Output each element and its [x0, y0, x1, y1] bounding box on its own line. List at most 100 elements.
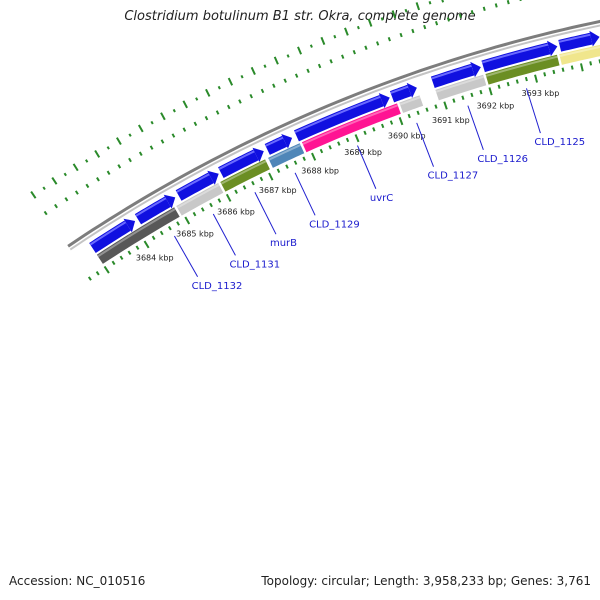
forward-gene[interactable] — [389, 84, 412, 103]
inner-major-tick — [143, 240, 150, 249]
forward-gene[interactable] — [293, 95, 384, 142]
outer-major-tick — [320, 36, 326, 45]
reverse-gene[interactable] — [301, 103, 401, 153]
inner-minor-tick — [506, 81, 510, 87]
gene-label[interactable]: CLD_1132 — [192, 281, 243, 292]
reverse-strand-genes — [96, 44, 600, 264]
outer-major-tick — [160, 112, 166, 121]
outer-tick — [128, 157, 132, 163]
inner-minor-tick — [543, 72, 547, 77]
forward-gene[interactable] — [134, 196, 171, 225]
reverse-gene-highlight — [485, 55, 558, 77]
outer-tick — [364, 45, 368, 50]
genome-stats-text: Topology: circular; Length: 3,958,233 bp… — [261, 574, 591, 588]
gene-label-leader — [357, 145, 377, 189]
reverse-gene[interactable] — [176, 183, 224, 216]
outer-tick — [106, 170, 111, 175]
inner-minor-tick — [372, 127, 376, 132]
outer-tick — [294, 73, 299, 78]
reverse-gene[interactable] — [559, 44, 600, 65]
position-label: 3691 kbp — [432, 116, 470, 125]
outer-minor-tick — [333, 34, 337, 39]
inner-minor-tick — [111, 260, 116, 266]
inner-minor-tick — [242, 185, 247, 190]
forward-gene-highlight — [89, 221, 127, 246]
outer-minor-tick — [217, 85, 221, 90]
forward-gene-highlight — [176, 173, 210, 193]
backbone-outer-line — [67, 19, 600, 248]
inner-minor-tick — [285, 164, 289, 169]
reverse-gene[interactable] — [268, 143, 305, 168]
position-labels: 3684 kbp 3685 kbp 3686 kbp 3687 kbp 3688 kbp… — [136, 89, 559, 262]
outer-tick — [96, 177, 100, 182]
gene-label[interactable]: CLD_1125 — [534, 137, 585, 148]
outer-major-tick — [273, 56, 279, 65]
forward-gene[interactable] — [558, 32, 593, 52]
position-label: 3685 kbp — [176, 230, 214, 239]
position-label: 3686 kbp — [217, 207, 255, 216]
inner-minor-tick — [95, 271, 100, 276]
inner-minor-tick — [302, 156, 306, 161]
gene-label[interactable]: CLD_1131 — [229, 259, 280, 270]
forward-gene-arrowhead — [163, 194, 176, 209]
outer-major-tick — [415, 2, 421, 11]
forward-gene-highlight — [558, 33, 591, 43]
gene-labels: CLD_1132 CLD_1131 murB CLD_1129 uvrC CLD_1127… — [173, 88, 585, 292]
reverse-gene[interactable] — [485, 54, 560, 85]
forward-gene-highlight — [265, 136, 284, 147]
forward-gene[interactable] — [481, 42, 551, 73]
inner-minor-tick — [452, 98, 456, 103]
reverse-gene[interactable] — [399, 95, 424, 113]
forward-gene[interactable] — [264, 135, 288, 155]
gene-label-leader — [294, 172, 316, 216]
gene-label[interactable]: uvrC — [370, 193, 393, 204]
reverse-gene[interactable] — [220, 159, 270, 192]
outer-tick — [138, 151, 143, 156]
forward-gene-highlight — [294, 95, 381, 134]
reverse-gene[interactable] — [435, 74, 487, 101]
backbone-inner-line — [69, 24, 600, 251]
reverse-gene-highlight — [399, 96, 421, 106]
reverse-gene[interactable] — [96, 207, 180, 264]
inner-minor-tick — [234, 189, 238, 194]
inner-minor-tick — [363, 130, 367, 136]
outer-tick — [260, 88, 265, 94]
outer-major-tick — [441, 0, 445, 3]
outer-minor-tick — [428, 1, 432, 5]
outer-tick — [411, 28, 415, 34]
gene-label-leader — [467, 105, 484, 150]
outer-tick — [494, 3, 498, 8]
inner-minor-tick — [470, 92, 474, 98]
gene-label[interactable]: CLD_1127 — [428, 171, 479, 182]
forward-gene[interactable] — [430, 63, 475, 89]
inner-minor-tick — [135, 245, 140, 250]
gene-label[interactable]: CLD_1126 — [477, 154, 528, 165]
inner-minor-tick — [425, 107, 429, 112]
outer-tick — [43, 210, 48, 216]
inner-minor-tick — [345, 137, 350, 143]
outer-tick — [506, 0, 510, 5]
inner-major-tick — [184, 216, 191, 225]
outer-major-tick — [391, 10, 397, 19]
gene-label[interactable]: CLD_1129 — [309, 219, 360, 230]
forward-gene[interactable] — [89, 220, 131, 254]
outer-tick — [272, 83, 276, 88]
inner-minor-tick — [515, 79, 519, 84]
outer-tick — [238, 99, 242, 104]
inner-major-tick — [443, 101, 448, 110]
outer-major-tick — [367, 18, 373, 27]
outer-tick — [215, 110, 220, 115]
inner-minor-tick — [434, 104, 438, 109]
gene-label[interactable]: murB — [270, 238, 297, 249]
inner-minor-tick — [407, 113, 411, 119]
outer-minor-tick — [150, 120, 154, 125]
forward-gene[interactable] — [218, 149, 259, 178]
inner-minor-tick — [276, 168, 281, 173]
forward-gene-highlight — [481, 43, 549, 64]
forward-gene-arrowhead — [252, 147, 264, 163]
inner-minor-tick — [570, 65, 574, 70]
position-label: 3684 kbp — [136, 253, 174, 262]
outer-tick — [182, 127, 187, 132]
forward-gene[interactable] — [175, 172, 214, 201]
